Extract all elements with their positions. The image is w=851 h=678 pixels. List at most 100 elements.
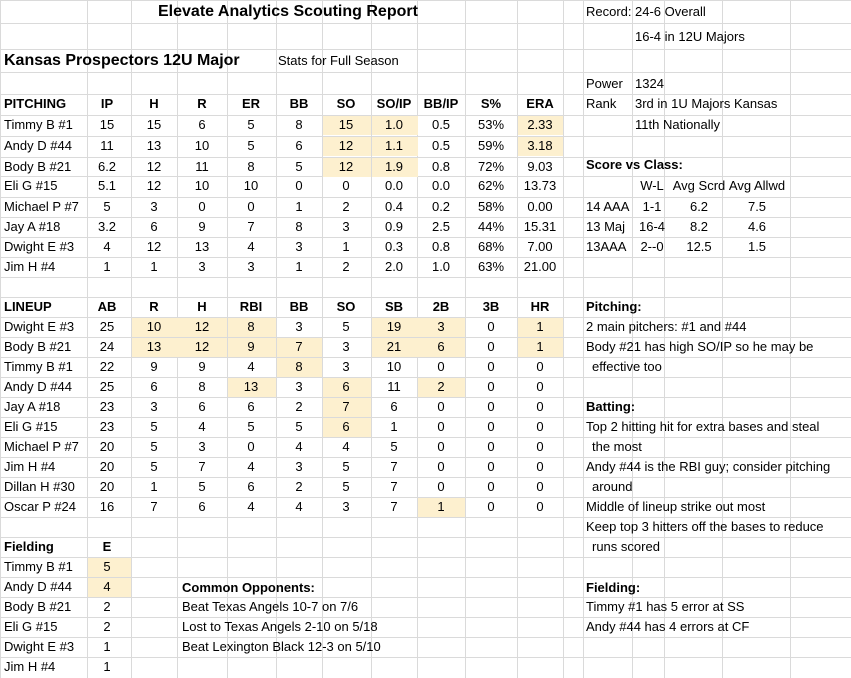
lineup-stat-cell: 5 [295, 419, 303, 434]
gridline [0, 23, 851, 24]
gridline [0, 297, 851, 298]
lineup-player-name: Michael P #7 [4, 439, 79, 454]
lineup-player-name: Jay A #18 [4, 399, 61, 414]
pitching-stat-cell: 1 [150, 259, 158, 274]
highlight-cell [132, 338, 178, 357]
highlight-cell [518, 137, 563, 156]
pitching-stat-cell: 12 [338, 138, 354, 153]
highlight-cell [178, 338, 227, 357]
highlight-cell [132, 318, 178, 337]
gridline [227, 0, 228, 678]
pitching-stat-cell: 0.0 [384, 178, 404, 193]
gridline [0, 197, 851, 198]
gridline [0, 217, 851, 218]
pitching-stat-cell: 6.2 [97, 159, 117, 174]
lineup-stat-cell: 0 [437, 419, 445, 434]
pitching-stat-cell: 1.9 [384, 159, 404, 174]
pitching-stat-cell: 10 [194, 138, 210, 153]
lineup-stat-cell: 24 [99, 339, 115, 354]
lineup-header: H [197, 299, 207, 314]
lineup-stat-cell: 13 [243, 379, 259, 394]
fielding-player-name: Andy D #44 [4, 579, 72, 594]
lineup-stat-cell: 6 [198, 499, 206, 514]
lineup-header: 2B [432, 299, 450, 314]
pitching-stat-cell: 7.00 [527, 239, 553, 254]
highlight-cell [277, 338, 322, 357]
highlight-cell [88, 578, 131, 597]
lineup-stat-cell: 0 [487, 479, 495, 494]
lineup-stat-cell: 0 [536, 499, 544, 514]
lineup-stat-cell: 12 [194, 339, 210, 354]
pitching-stat-cell: 15.31 [523, 219, 557, 234]
pitching-stat-cell: 5.1 [97, 178, 117, 193]
gridline [0, 337, 851, 338]
lineup-player-name: Dwight E #3 [4, 319, 75, 334]
lineup-stat-cell: 5 [342, 479, 350, 494]
pitching-stat-cell: 13 [146, 138, 162, 153]
pitching-player-name: Jay A #18 [4, 219, 61, 234]
gridline [0, 94, 851, 95]
lineup-player-name: Jim H #4 [4, 459, 56, 474]
lineup-stat-cell: 6 [342, 419, 350, 434]
pitching-player-name: Eli G #15 [4, 178, 58, 193]
report-title: Elevate Analytics Scouting Report [158, 3, 418, 20]
fielding-notes-title: Fielding: [586, 580, 641, 595]
pitching-stat-cell: 8 [247, 159, 255, 174]
lineup-header: AB [97, 299, 117, 314]
pitching-stat-cell: 0 [198, 199, 206, 214]
lineup-stat-cell: 7 [150, 499, 158, 514]
lineup-stat-cell: 0 [536, 419, 544, 434]
gridline [563, 0, 564, 678]
pitching-stat-cell: 2 [342, 259, 350, 274]
pitching-stat-cell: 0.00 [527, 199, 553, 214]
gridline [322, 0, 323, 678]
lineup-stat-cell: 0 [487, 319, 495, 334]
batting-note: the most [592, 439, 642, 454]
pitching-stat-cell: 0.8 [431, 239, 451, 254]
lineup-header: HR [530, 299, 550, 314]
pitching-header: PITCHING [4, 96, 67, 111]
pitching-player-name: Andy D #44 [4, 138, 72, 153]
lineup-header: LINEUP [4, 299, 52, 314]
lineup-player-name: Eli G #15 [4, 419, 58, 434]
pitching-stat-cell: 53% [477, 117, 505, 132]
lineup-stat-cell: 22 [99, 359, 115, 374]
lineup-header: RBI [239, 299, 263, 314]
pitching-stat-cell: 58% [477, 199, 505, 214]
pitching-header: S% [480, 96, 502, 111]
highlight-cell [323, 418, 371, 437]
lineup-stat-cell: 6 [390, 399, 398, 414]
lineup-stat-cell: 0 [536, 359, 544, 374]
lineup-stat-cell: 0 [487, 439, 495, 454]
pitching-player-name: Jim H #4 [4, 259, 56, 274]
fielding-note: Timmy #1 has 5 error at SS [586, 599, 745, 614]
lineup-stat-cell: 3 [295, 379, 303, 394]
highlight-cell [277, 358, 322, 377]
highlight-cell [323, 378, 371, 397]
pitching-stat-cell: 2.5 [431, 219, 451, 234]
pitching-note: 2 main pitchers: #1 and #44 [586, 319, 747, 334]
pitching-header: ER [241, 96, 261, 111]
pitching-stat-cell: 9 [198, 219, 206, 234]
lineup-stat-cell: 25 [99, 379, 115, 394]
pitching-stat-cell: 8 [295, 117, 303, 132]
lineup-stat-cell: 0 [487, 419, 495, 434]
lineup-stat-cell: 10 [386, 359, 402, 374]
opponent-result: Beat Texas Angels 10-7 on 7/6 [182, 599, 359, 614]
fielding-errors: 2 [103, 619, 111, 634]
pitching-player-name: Michael P #7 [4, 199, 79, 214]
class-name: 14 AAA [586, 199, 630, 214]
lineup-stat-cell: 6 [247, 479, 255, 494]
pitching-stat-cell: 12 [146, 159, 162, 174]
pitching-stat-cell: 10 [243, 178, 259, 193]
pitching-stat-cell: 1 [295, 259, 303, 274]
pitching-stat-cell: 0.5 [431, 117, 451, 132]
pitching-stat-cell: 5 [103, 199, 111, 214]
gridline [0, 257, 851, 258]
fielding-player-name: Body B #21 [4, 599, 72, 614]
record-overall: 24-6 Overall [635, 4, 706, 19]
lineup-stat-cell: 3 [437, 319, 445, 334]
lineup-stat-cell: 8 [295, 359, 303, 374]
power-value: 1324 [635, 76, 664, 91]
lineup-stat-cell: 0 [437, 359, 445, 374]
